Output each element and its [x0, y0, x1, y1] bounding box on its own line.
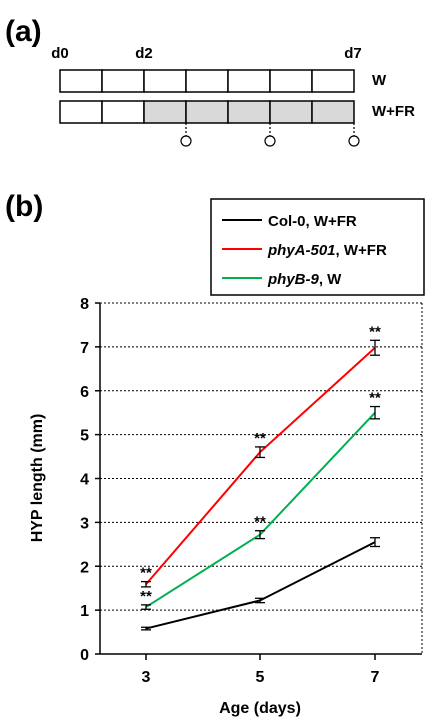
- timeline-cell-w: [311, 69, 355, 93]
- y-tick-label: 5: [80, 428, 89, 445]
- timeline-cell-wfr: [269, 100, 313, 124]
- y-tick-label: 6: [80, 384, 89, 401]
- panel-a: (a) d0 d2 d7 W W+FR: [5, 15, 415, 147]
- legend-label-col0: Col-0, W+FR: [268, 213, 357, 230]
- y-axis-title: HYP length (mm): [29, 414, 46, 543]
- y-tick-label: 8: [80, 296, 89, 313]
- row-w-label: W: [372, 72, 387, 89]
- x-tick-label: 7: [371, 669, 380, 686]
- day-label-d2: d2: [135, 45, 153, 62]
- row-wfr-label: W+FR: [372, 103, 415, 120]
- timeline-cell-w: [59, 69, 103, 93]
- timeline-cell-wfr: [227, 100, 271, 124]
- error-bar-phyb: [370, 405, 380, 420]
- significance-marker-phya: **: [254, 430, 266, 447]
- significance-marker-phyb: **: [254, 514, 266, 531]
- timeline-cell-wfr: [101, 100, 145, 124]
- y-tick-label: 1: [80, 603, 89, 620]
- day-label-d0: d0: [51, 45, 69, 62]
- error-bar-phya: [370, 339, 380, 356]
- y-tick-label: 3: [80, 515, 89, 532]
- error-bar-col0: [141, 626, 151, 631]
- panel-b-label: (b): [5, 190, 43, 223]
- error-bar-col0: [255, 597, 265, 604]
- timeline-cell-wfr: [59, 100, 103, 124]
- significance-marker-phya: **: [369, 323, 381, 340]
- x-axis-title: Age (days): [219, 700, 301, 717]
- timeline-cell-w: [101, 69, 145, 93]
- y-tick-label: 2: [80, 559, 89, 576]
- panel-a-label: (a): [5, 15, 42, 48]
- error-bar-phya: [255, 446, 265, 459]
- significance-marker-phyb: **: [140, 588, 152, 605]
- legend: Col-0, W+FR phyA-501, W+FR phyB-9, W: [210, 198, 425, 296]
- timeline-diagram: [59, 69, 360, 147]
- timeline-cell-w: [227, 69, 271, 93]
- series-line-phya: [145, 347, 376, 585]
- y-tick-label: 7: [80, 340, 89, 357]
- error-bar-col0: [370, 537, 380, 548]
- sampling-marker: [348, 135, 360, 147]
- timeline-cell-w: [269, 69, 313, 93]
- significance-marker-phyb: **: [369, 390, 381, 407]
- day-label-d7: d7: [344, 45, 362, 62]
- timeline-cell-wfr: [311, 100, 355, 124]
- y-tick-label: 4: [80, 472, 89, 489]
- timeline-cell-w: [143, 69, 187, 93]
- x-tick-label: 5: [256, 669, 265, 686]
- legend-label-phyb: phyB-9, W: [267, 271, 342, 288]
- timeline-cell-wfr: [143, 100, 187, 124]
- sampling-marker: [264, 135, 276, 147]
- error-bar-phyb: [255, 530, 265, 540]
- significance-marker-phya: **: [140, 565, 152, 582]
- error-bar-phyb: [141, 604, 151, 610]
- error-bar-phya: [141, 580, 151, 588]
- legend-label-phya: phyA-501, W+FR: [267, 242, 387, 259]
- plot-area: 0 1 2 3 4 5 6 7 8 3 5 7 ** ** ** ** ** **: [80, 296, 423, 686]
- sampling-marker: [180, 135, 192, 147]
- timeline-cell-wfr: [185, 100, 229, 124]
- x-tick-label: 3: [142, 669, 151, 686]
- panel-b: (b) Col-0, W+FR phyA-501, W+FR phyB-9, W…: [5, 190, 425, 717]
- y-tick-label: 0: [80, 647, 89, 664]
- timeline-cell-w: [185, 69, 229, 93]
